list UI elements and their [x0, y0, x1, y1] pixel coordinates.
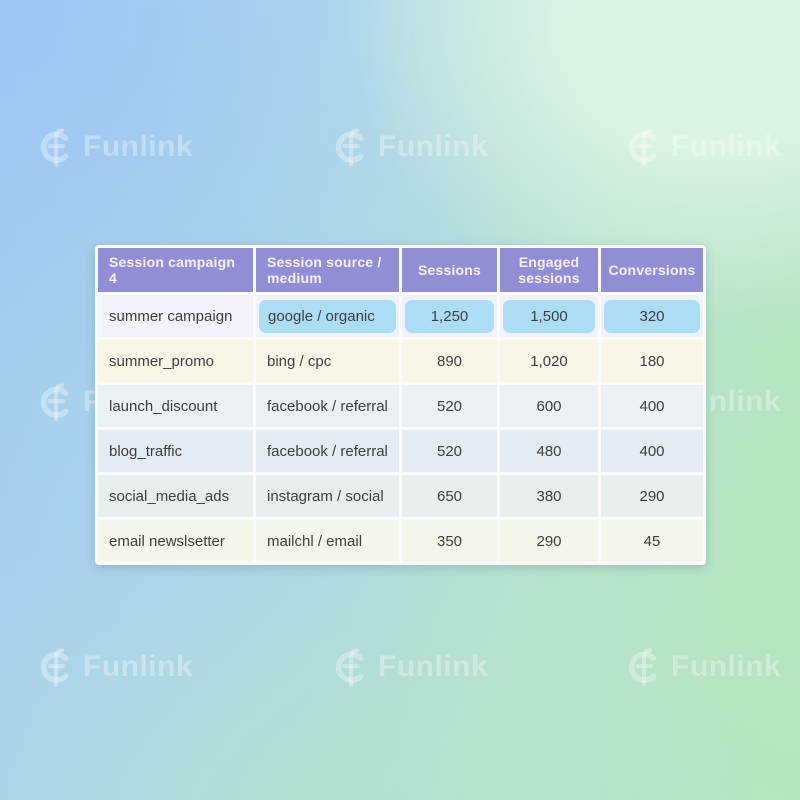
cell-source-medium: facebook / referral	[256, 385, 399, 427]
cell-campaign: launch_discount	[98, 385, 253, 427]
cell-source-medium: facebook / referral	[256, 430, 399, 472]
cell-conversions: 45	[601, 520, 703, 562]
analytics-table: Session campaign 4 Session source / medi…	[95, 245, 706, 565]
column-header-sessions[interactable]: Sessions	[402, 248, 497, 292]
cell-engaged-sessions: 1,500	[500, 295, 598, 337]
cell-campaign: summer campaign	[98, 295, 253, 337]
highlighted-cell: 1,500	[503, 299, 595, 333]
cell-conversions: 400	[601, 430, 703, 472]
highlighted-cell: 320	[604, 299, 700, 333]
cell-sessions: 520	[402, 430, 497, 472]
table-row: email newslsetter mailchl / email 350 29…	[98, 520, 703, 562]
table-row: blog_traffic facebook / referral 520 480…	[98, 430, 703, 472]
highlighted-cell: 1,250	[405, 299, 494, 333]
cell-engaged-sessions: 290	[500, 520, 598, 562]
cell-sessions: 650	[402, 475, 497, 517]
cell-campaign: social_media_ads	[98, 475, 253, 517]
cell-sessions: 1,250	[402, 295, 497, 337]
highlighted-cell: google / organic	[259, 299, 396, 333]
cell-source-medium: mailchl / email	[256, 520, 399, 562]
column-header-session-campaign[interactable]: Session campaign 4	[98, 248, 253, 292]
cell-source-medium: instagram / social	[256, 475, 399, 517]
table-row: launch_discount facebook / referral 520 …	[98, 385, 703, 427]
cell-source-medium: bing / cpc	[256, 340, 399, 382]
table-row: social_media_ads instagram / social 650 …	[98, 475, 703, 517]
cell-engaged-sessions: 380	[500, 475, 598, 517]
cell-conversions: 290	[601, 475, 703, 517]
column-header-conversions[interactable]: Conversions	[601, 248, 703, 292]
cell-conversions: 180	[601, 340, 703, 382]
cell-conversions: 400	[601, 385, 703, 427]
column-header-engaged-sessions[interactable]: Engaged sessions	[500, 248, 598, 292]
cell-campaign: summer_promo	[98, 340, 253, 382]
cell-engaged-sessions: 600	[500, 385, 598, 427]
table-row: summer_promo bing / cpc 890 1,020 180	[98, 340, 703, 382]
cell-source-medium: google / organic	[256, 295, 399, 337]
cell-campaign: email newslsetter	[98, 520, 253, 562]
table-header-row: Session campaign 4 Session source / medi…	[98, 248, 703, 292]
cell-sessions: 890	[402, 340, 497, 382]
cell-engaged-sessions: 1,020	[500, 340, 598, 382]
column-header-source-medium[interactable]: Session source / medium	[256, 248, 399, 292]
cell-conversions: 320	[601, 295, 703, 337]
cell-sessions: 350	[402, 520, 497, 562]
cell-sessions: 520	[402, 385, 497, 427]
cell-engaged-sessions: 480	[500, 430, 598, 472]
table-row: summer campaign google / organic 1,250 1…	[98, 295, 703, 337]
cell-campaign: blog_traffic	[98, 430, 253, 472]
